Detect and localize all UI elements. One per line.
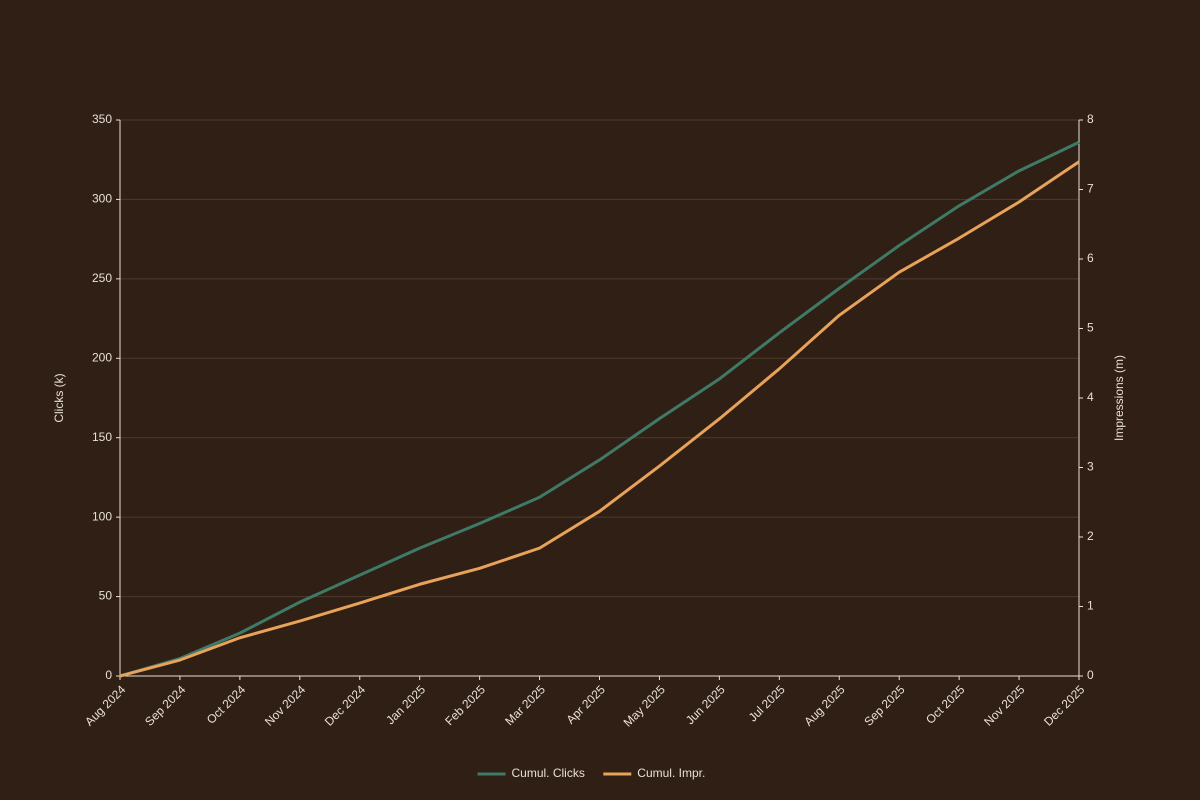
y2-tick-label: 3 bbox=[1087, 460, 1094, 474]
y2-tick-label: 8 bbox=[1087, 112, 1094, 126]
legend-label: Cumul. Impr. bbox=[637, 766, 705, 780]
y-tick-label: 200 bbox=[92, 350, 112, 364]
y2-tick-label: 6 bbox=[1087, 251, 1094, 265]
y2-axis-label: Impressions (m) bbox=[1112, 355, 1126, 441]
y2-tick-label: 7 bbox=[1087, 182, 1094, 196]
y-tick-label: 300 bbox=[92, 192, 112, 206]
y2-tick-label: 4 bbox=[1087, 390, 1094, 404]
y2-tick-label: 0 bbox=[1087, 668, 1094, 682]
y-tick-label: 350 bbox=[92, 112, 112, 126]
y2-tick-label: 5 bbox=[1087, 321, 1094, 335]
y-tick-label: 100 bbox=[92, 509, 112, 523]
y-tick-label: 50 bbox=[99, 589, 113, 603]
series-line bbox=[119, 140, 1080, 678]
y-tick-label: 150 bbox=[92, 430, 112, 444]
y-tick-label: 0 bbox=[105, 668, 112, 682]
y2-tick-label: 2 bbox=[1087, 529, 1094, 543]
y-axis-label: Clicks (k) bbox=[52, 373, 66, 422]
series-line bbox=[119, 160, 1080, 678]
y2-tick-label: 1 bbox=[1087, 599, 1094, 613]
legend-label: Cumul. Clicks bbox=[512, 766, 585, 780]
y-tick-label: 250 bbox=[92, 271, 112, 285]
